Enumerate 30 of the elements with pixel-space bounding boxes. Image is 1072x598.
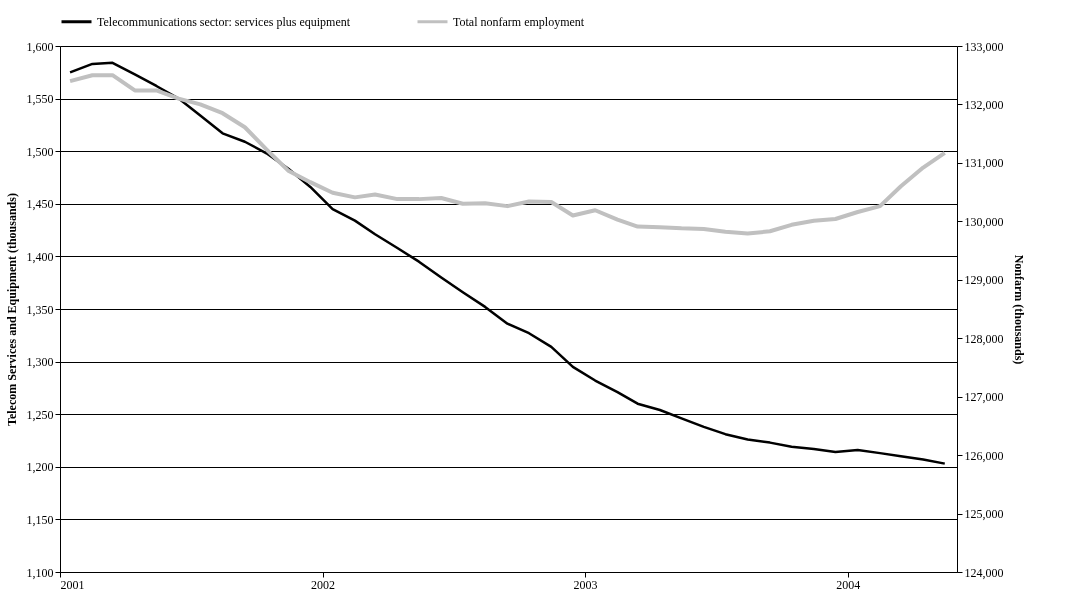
y-tick-label: 1,150 [26, 512, 54, 527]
y-axis-title: Telecom Services and Equipment (thousands) [4, 193, 19, 426]
y-tick-label: 1,250 [26, 407, 54, 422]
y-tick-label: 1,300 [26, 355, 54, 370]
y-tick-label: 1,500 [26, 144, 54, 159]
y-tick-label: 1,100 [26, 565, 54, 580]
y2-tick-label: 132,000 [964, 97, 1004, 112]
y2-tick-label: 126,000 [964, 448, 1004, 463]
x-tick-label: 2001 [60, 577, 85, 592]
x-tick-label: 2004 [836, 577, 861, 592]
y-tick-label: 1,600 [26, 39, 54, 54]
y-tick-label: 1,400 [26, 249, 54, 264]
y2-tick-label: 125,000 [964, 507, 1004, 522]
y2-axis-title: Nonfarm (thousands) [1011, 254, 1026, 365]
y-tick-label: 1,550 [26, 92, 54, 107]
legend-label: Telecommunications sector: services plus equipment [97, 14, 351, 29]
y2-tick-label: 129,000 [964, 273, 1004, 288]
x-tick-label: 2003 [573, 577, 598, 592]
y-tick-label: 1,200 [26, 460, 54, 475]
y2-tick-label: 133,000 [964, 39, 1004, 54]
y2-tick-label: 127,000 [964, 390, 1004, 405]
legend-label: Total nonfarm employment [453, 14, 585, 29]
y2-tick-label: 131,000 [964, 156, 1004, 171]
y-tick-label: 1,450 [26, 197, 54, 212]
y2-tick-label: 128,000 [964, 331, 1004, 346]
y2-tick-label: 130,000 [964, 214, 1004, 229]
y-tick-label: 1,350 [26, 302, 54, 317]
x-tick-label: 2002 [311, 577, 336, 592]
line-series [68, 73, 947, 236]
y2-tick-label: 124,000 [964, 565, 1004, 580]
